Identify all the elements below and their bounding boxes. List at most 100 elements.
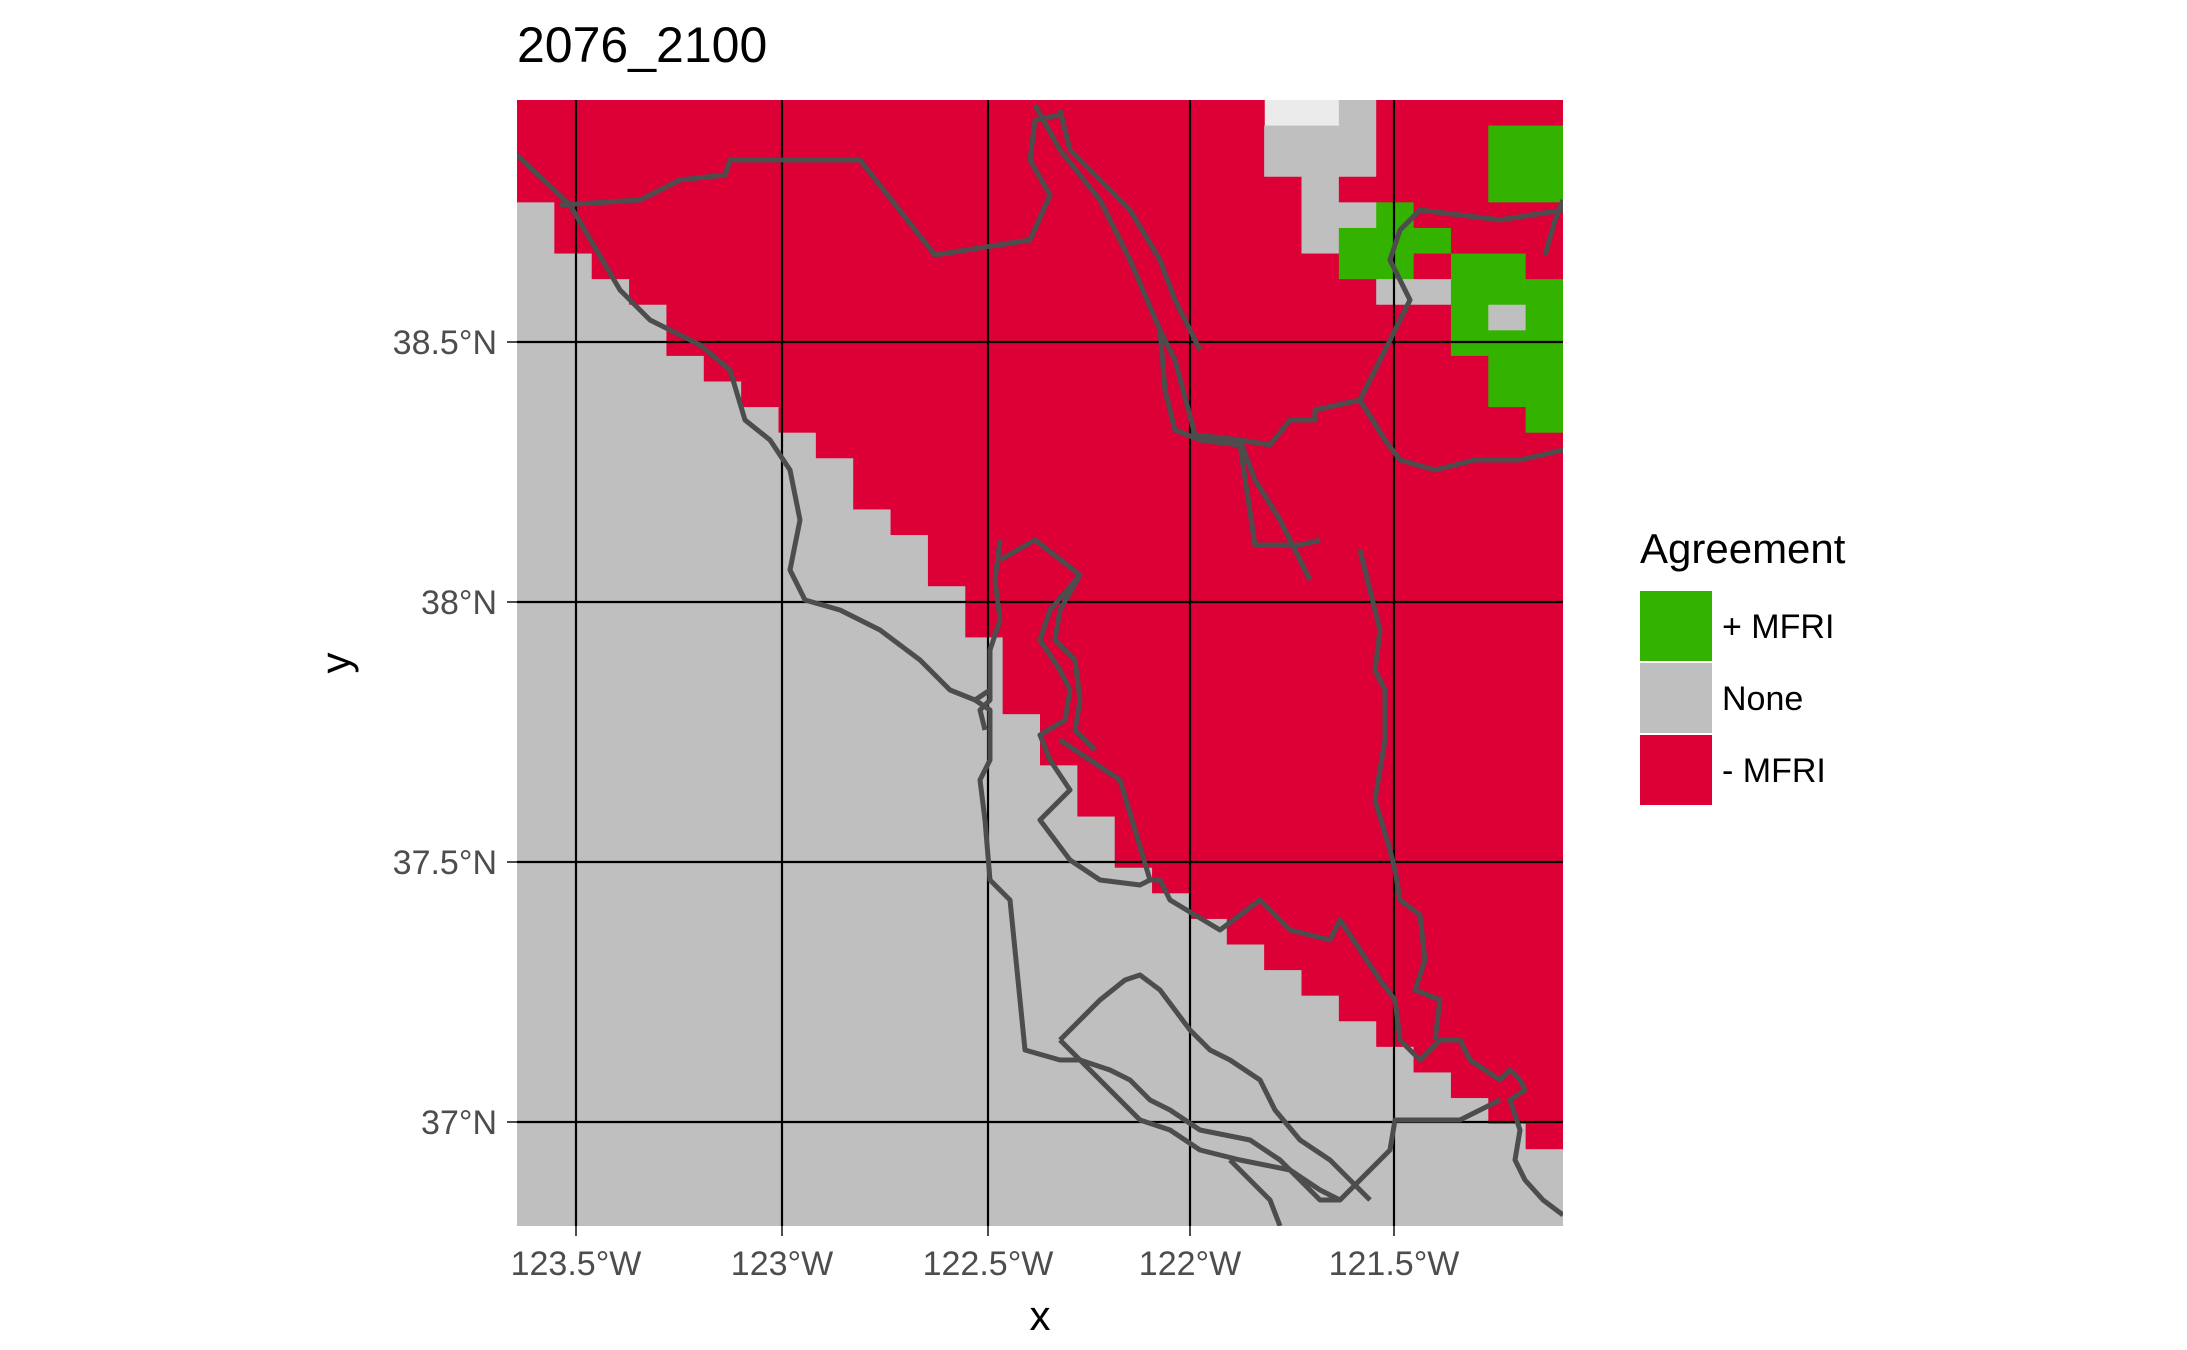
raster-cell — [1301, 995, 1340, 1022]
raster-cell — [1376, 176, 1415, 203]
raster-cell — [1002, 483, 1041, 511]
raster-cell — [741, 1072, 780, 1099]
raster-cell — [591, 1098, 630, 1125]
raster-cell — [1226, 739, 1265, 766]
raster-cell — [927, 1098, 966, 1125]
raster-cell — [1301, 279, 1340, 306]
raster-cell — [1488, 765, 1527, 792]
raster-cell — [1450, 227, 1489, 255]
raster-cell — [703, 407, 742, 434]
raster-cell — [890, 381, 929, 408]
raster-cell — [629, 1046, 668, 1074]
raster-cell — [1450, 279, 1489, 306]
raster-cell — [1189, 995, 1228, 1022]
raster-cell — [554, 509, 593, 536]
raster-cell — [554, 790, 593, 818]
raster-cell — [1189, 381, 1228, 408]
legend-label-plus-mfri: + MFRI — [1722, 608, 1834, 646]
raster-cell — [517, 970, 555, 997]
raster-cell — [965, 432, 1004, 459]
raster-cell — [778, 842, 817, 869]
raster-cell — [1114, 1149, 1153, 1176]
raster-cell — [1264, 304, 1303, 331]
raster-cell — [927, 279, 966, 306]
raster-cell — [1376, 714, 1415, 741]
raster-cell — [1040, 867, 1078, 894]
raster-cell — [629, 893, 668, 920]
raster-cell — [666, 483, 705, 511]
boundary-marin-sonoma — [517, 153, 992, 703]
raster-cell — [815, 560, 854, 587]
raster-cell — [1114, 100, 1153, 127]
raster-cell — [517, 355, 555, 383]
raster-cell — [703, 867, 742, 894]
raster-cell — [1152, 970, 1191, 997]
raster-cell — [965, 483, 1004, 511]
raster-cell — [1488, 125, 1527, 152]
raster-cell — [629, 842, 668, 869]
raster-cell — [1413, 790, 1452, 818]
raster-cell — [1450, 893, 1489, 920]
raster-cell — [629, 663, 668, 690]
raster-cell — [853, 842, 892, 869]
raster-cell — [629, 1200, 668, 1226]
raster-cell — [1338, 714, 1377, 741]
raster-cell — [927, 407, 966, 434]
raster-cell — [1002, 1072, 1041, 1099]
legend: Agreement + MFRI None - MFRI — [1640, 525, 1846, 805]
raster-cell — [1114, 407, 1153, 434]
raster-cell — [927, 970, 966, 997]
raster-cell — [629, 611, 668, 639]
raster-cell — [890, 151, 929, 178]
raster-cell — [741, 995, 780, 1022]
raster-cell — [517, 739, 555, 766]
raster-cell — [1077, 458, 1116, 485]
raster-cell — [965, 509, 1004, 536]
raster-cell — [1413, 176, 1452, 203]
raster-cell — [1338, 202, 1377, 229]
raster-cell — [853, 125, 892, 152]
raster-cell — [1077, 355, 1116, 383]
raster-cell — [965, 1123, 1004, 1150]
raster-cell — [629, 970, 668, 997]
raster-cell — [591, 355, 630, 383]
raster-cell — [1189, 944, 1228, 971]
raster-cell — [1114, 739, 1153, 766]
raster-cell — [1413, 227, 1452, 255]
raster-cell — [1525, 816, 1563, 843]
raster-cell — [1040, 944, 1078, 971]
raster-cell — [965, 381, 1004, 408]
raster-cell — [890, 1021, 929, 1048]
raster-cell — [666, 765, 705, 792]
raster-cell — [778, 432, 817, 459]
raster-cell — [1301, 637, 1340, 664]
raster-cell — [1114, 714, 1153, 741]
raster-cell — [1152, 1200, 1191, 1226]
raster-cell — [554, 714, 593, 741]
raster-cell — [517, 1021, 555, 1048]
raster-cell — [703, 739, 742, 766]
raster-cell — [1488, 176, 1527, 203]
raster-cell — [741, 304, 780, 331]
raster-cell — [554, 381, 593, 408]
raster-cell — [591, 1174, 630, 1202]
raster-cell — [853, 509, 892, 536]
raster-cell — [1152, 918, 1191, 946]
raster-cell — [853, 381, 892, 408]
raster-cell — [927, 739, 966, 766]
raster-cell — [666, 304, 705, 331]
raster-cell — [890, 1149, 929, 1176]
raster-cell — [927, 816, 966, 843]
raster-cell — [1488, 432, 1527, 459]
raster-cell — [853, 663, 892, 690]
raster-cell — [778, 790, 817, 818]
raster-cell — [1002, 739, 1041, 766]
raster-cell — [1226, 790, 1265, 818]
raster-cell — [1040, 304, 1078, 331]
raster-cell — [853, 304, 892, 331]
raster-cell — [1525, 1123, 1563, 1150]
raster-cell — [1189, 100, 1228, 127]
raster-cell — [815, 279, 854, 306]
raster-cell — [666, 1200, 705, 1226]
raster-cell — [1338, 739, 1377, 766]
